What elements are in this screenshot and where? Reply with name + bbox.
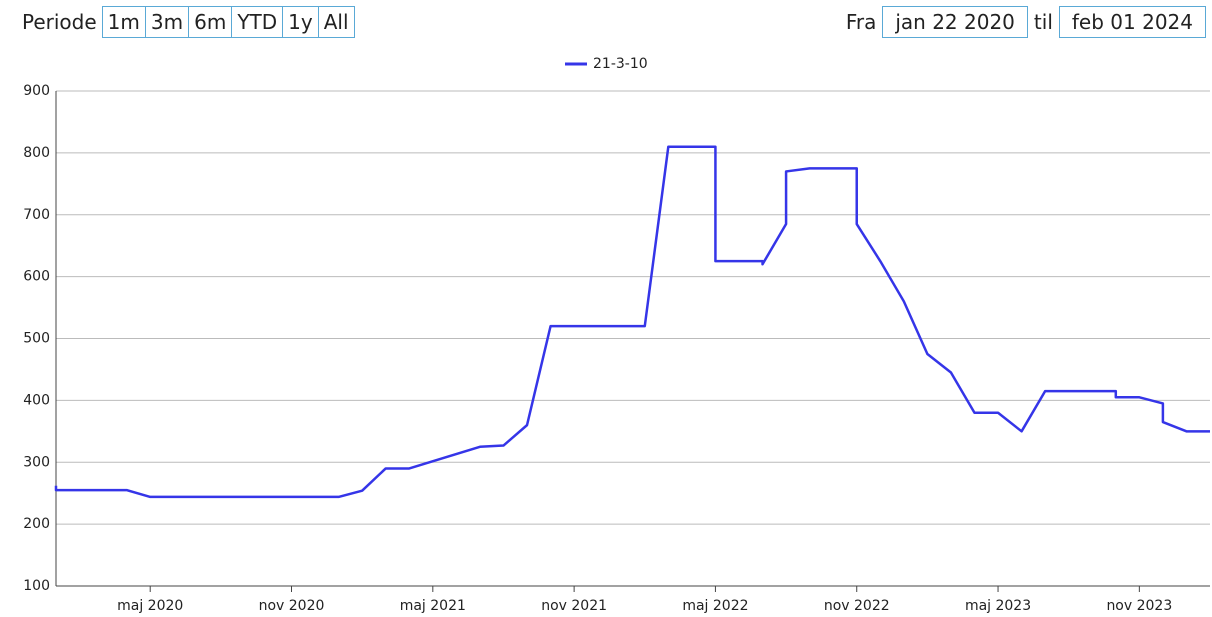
y-tick-label: 800 (23, 145, 50, 161)
y-tick-label: 100 (23, 578, 50, 594)
x-tick-label: maj 2021 (400, 598, 466, 614)
legend-label: 21-3-10 (593, 56, 648, 72)
period-button[interactable]: 6m (188, 6, 233, 38)
x-tick-label: nov 2023 (1106, 598, 1172, 614)
to-label: til (1033, 10, 1053, 34)
period-button[interactable]: 1y (282, 6, 319, 38)
x-tick-label: nov 2020 (259, 598, 325, 614)
y-tick-label: 900 (23, 83, 50, 99)
period-button[interactable]: All (317, 6, 355, 38)
period-buttons: 1m 3m 6m YTD 1y All (101, 6, 355, 38)
period-button[interactable]: YTD (231, 6, 284, 38)
x-tick-label: nov 2021 (541, 598, 607, 614)
y-tick-label: 500 (23, 331, 50, 347)
y-tick-label: 700 (23, 207, 50, 223)
from-input[interactable]: jan 22 2020 (882, 6, 1028, 38)
x-tick-label: maj 2023 (965, 598, 1031, 614)
x-tick-label: maj 2020 (117, 598, 183, 614)
range-bar: Fra jan 22 2020 til feb 01 2024 (846, 6, 1206, 38)
from-label: Fra (845, 10, 877, 34)
x-tick-label: maj 2022 (682, 598, 748, 614)
period-label: Periode (22, 10, 97, 34)
x-tick-label: nov 2022 (824, 598, 890, 614)
y-tick-label: 200 (23, 516, 50, 532)
y-tick-label: 300 (23, 454, 50, 470)
to-input[interactable]: feb 01 2024 (1058, 6, 1206, 38)
period-button[interactable]: 1m (101, 6, 146, 38)
series-line (54, 145, 1210, 499)
period-bar: Periode 1m 3m 6m YTD 1y All (22, 6, 355, 38)
y-tick-label: 600 (23, 269, 50, 285)
y-tick-label: 400 (23, 392, 50, 408)
